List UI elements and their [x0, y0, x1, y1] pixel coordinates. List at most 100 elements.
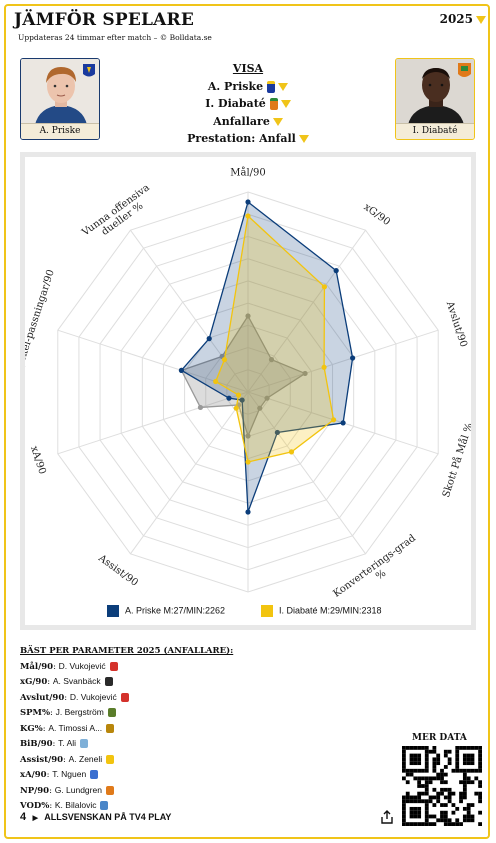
- series-point-1: [321, 284, 328, 290]
- best-row: Mål/90: D. Vukojević: [20, 659, 233, 675]
- axis-label: Assist/90: [95, 552, 139, 588]
- best-player: J. Bergström: [55, 707, 104, 717]
- axis-label: xA/90: [28, 445, 47, 476]
- best-param: Mål/90: [20, 661, 54, 672]
- series-point-1: [288, 449, 295, 455]
- axis-label: Mål/90: [230, 167, 266, 179]
- player-photo-left: [21, 59, 99, 125]
- club-crest-b-icon: [269, 98, 278, 110]
- grid-spoke: [247, 329, 439, 393]
- best-param: xA/90: [20, 770, 47, 780]
- player-b-label: I. Diabaté: [205, 97, 266, 110]
- best-player: A. Timossi A...: [48, 722, 103, 733]
- legend-swatch-a: [107, 605, 119, 617]
- best-param: BiB/90: [20, 739, 53, 749]
- best-param: Assist/90: [20, 754, 64, 765]
- presentation-label: Prestation: Anfall: [187, 132, 296, 145]
- club-crest-icon: [105, 785, 114, 795]
- series-point-0: [239, 397, 245, 403]
- selector-panel: VISA A. Priske I. Diabaté Anfallare Pres…: [160, 60, 336, 148]
- best-player: D. Vukojević: [69, 691, 117, 702]
- axis-label: Konverterings-grad%: [331, 532, 424, 597]
- player-card-right[interactable]: I. Diabaté: [395, 58, 475, 140]
- best-player: A. Svanbäck: [52, 676, 101, 686]
- club-crest-icon: [120, 692, 129, 702]
- best-row: KG%: A. Timossi A...: [20, 721, 233, 737]
- best-param: KG%: [20, 723, 43, 734]
- best-param: SPM%: [20, 708, 51, 718]
- tv4-logo-icon: 4: [20, 811, 27, 823]
- series-point-2: [245, 313, 251, 319]
- legend-label-a: A. Priske M:27/MIN:2262: [125, 605, 226, 616]
- page-subtitle: Uppdateras 24 timmar efter match – © Bol…: [18, 33, 212, 42]
- best-row: NP/90: G. Lundgren: [20, 783, 233, 799]
- player-card-left[interactable]: A. Priske: [20, 58, 100, 140]
- chart-legend: A. Priske M:27/MIN:2262 I. Diabaté M:29/…: [25, 602, 471, 620]
- player-name-right: I. Diabaté: [396, 123, 474, 139]
- chart-container: Mål/90 xG/90 Avslut/90 Skott På Mål % Konver…: [12, 152, 476, 630]
- series-point-1: [330, 417, 337, 423]
- series-point-1: [245, 213, 251, 219]
- grid-spoke: [130, 391, 249, 555]
- player-a-selector[interactable]: A. Priske: [160, 78, 336, 96]
- legend-item-b[interactable]: I. Diabaté M:29/MIN:2318: [261, 605, 382, 617]
- best-row: BiB/90: T. Ali: [20, 736, 233, 752]
- best-player: A. Zeneli: [68, 753, 103, 764]
- series-point-1: [245, 459, 251, 465]
- series-point-0: [340, 420, 346, 426]
- best-player: K. Bilalovic: [54, 800, 97, 810]
- series-point-2: [257, 405, 263, 411]
- club-crest-icon: [100, 801, 109, 810]
- grid-spoke: [247, 391, 366, 555]
- player-b-selector[interactable]: I. Diabaté: [160, 95, 336, 113]
- legend-label-b: I. Diabaté M:29/MIN:2318: [279, 605, 382, 616]
- page-title: JÄMFÖR SPELARE: [14, 10, 195, 30]
- club-crest-icon: [106, 723, 115, 733]
- footer-link[interactable]: 4 ▶ ALLSVENSKAN PÅ TV4 PLAY: [20, 811, 171, 823]
- footer-text: ALLSVENSKAN PÅ TV4 PLAY: [44, 812, 172, 822]
- dropdown-arrow-icon: [298, 135, 309, 143]
- axis-label: Nyckel-passningar/90: [25, 268, 57, 376]
- best-player: D. Vukojević: [58, 660, 106, 671]
- series-point-1: [233, 405, 239, 411]
- year-selector[interactable]: 2025: [440, 12, 486, 26]
- play-arrow-icon: ▶: [32, 815, 39, 822]
- best-row: xA/90: T. Nguen: [20, 767, 233, 783]
- axis-label: xG/90: [361, 202, 392, 228]
- dropdown-arrow-icon: [278, 82, 289, 91]
- best-row: xG/90: A. Svanbäck: [20, 674, 233, 690]
- player-photo-right: [396, 59, 474, 125]
- series-point-0: [178, 367, 185, 373]
- best-player: T. Nguen: [52, 769, 87, 779]
- club-crest-icon: [104, 677, 113, 686]
- best-player: T. Ali: [58, 738, 77, 748]
- club-crest-icon: [109, 661, 118, 671]
- club-crest-icon: [106, 754, 115, 764]
- best-row: Avslut/90: D. Vukojević: [20, 690, 233, 706]
- best-row: SPM%: J. Bergström: [20, 705, 233, 721]
- best-row: Assist/90: A. Zeneli: [20, 752, 233, 768]
- presentation-selector[interactable]: Prestation: Anfall: [160, 130, 336, 148]
- qr-label: MER DATA: [412, 733, 467, 743]
- share-icon[interactable]: [380, 810, 394, 824]
- series-point-0: [226, 395, 232, 401]
- series-point-2: [302, 370, 308, 377]
- qr-code[interactable]: [402, 746, 482, 826]
- club-crest-icon: [80, 739, 89, 748]
- club-crest-a-icon: [267, 80, 276, 93]
- position-selector[interactable]: Anfallare: [160, 113, 336, 131]
- series-point-0: [274, 429, 280, 436]
- series-point-2: [197, 404, 204, 411]
- legend-item-a[interactable]: A. Priske M:27/MIN:2262: [107, 605, 225, 617]
- series-point-0: [245, 509, 251, 515]
- dropdown-arrow-icon: [476, 15, 486, 24]
- position-label: Anfallare: [213, 114, 270, 128]
- legend-swatch-b: [261, 605, 273, 617]
- best-param: Avslut/90: [20, 692, 65, 703]
- series-point-2: [268, 357, 275, 363]
- series-point-1: [321, 364, 327, 370]
- best-per-parameter: BÄST PER PARAMETER 2025 (ANFALLARE): Mål…: [20, 644, 233, 814]
- dropdown-arrow-icon: [272, 117, 283, 126]
- best-param: VOD%: [20, 801, 50, 811]
- series-point-2: [245, 433, 251, 439]
